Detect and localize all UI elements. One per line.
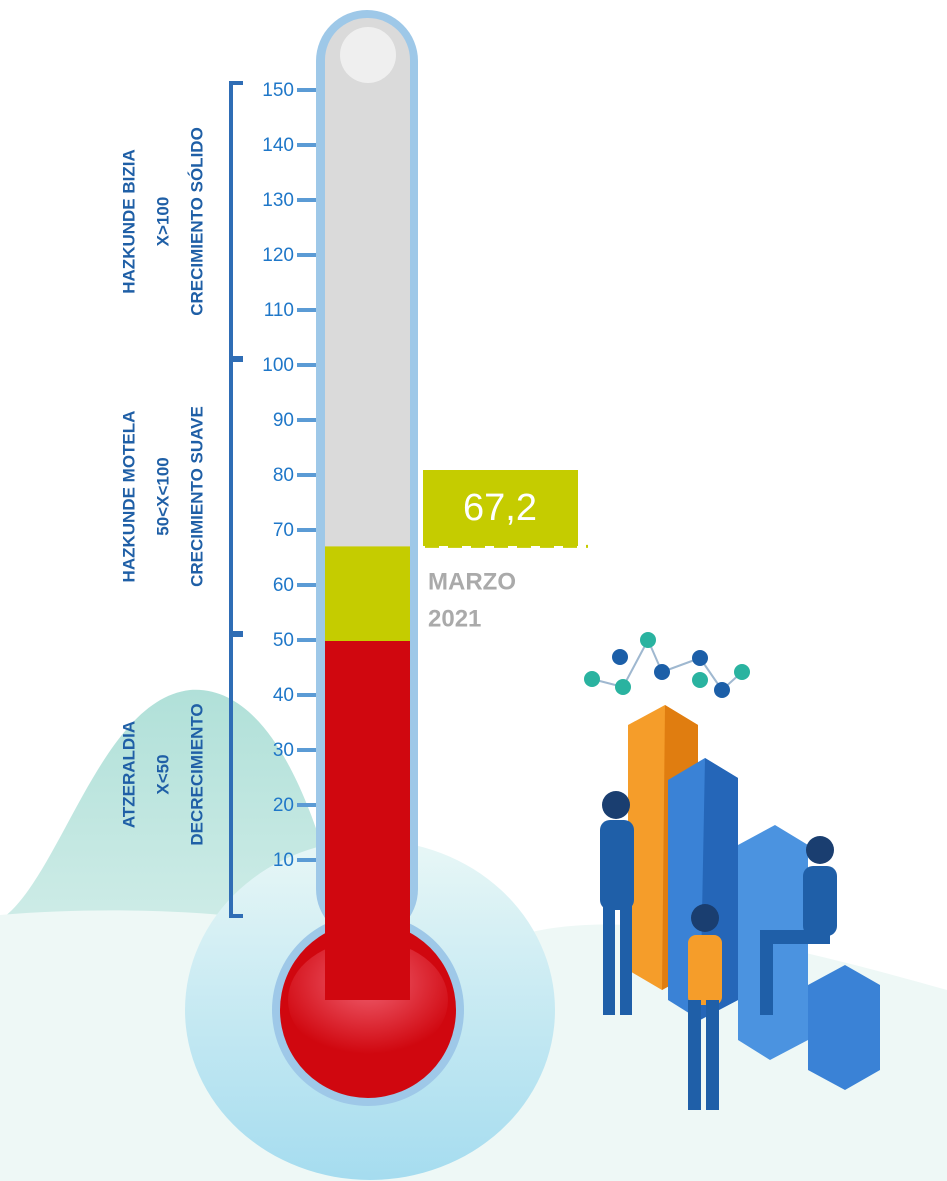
chart: ATZERALDIA X<50 DECRECIMIENTO HAZKUNDE MOTE… [0,0,947,1181]
zone-label: HAZKUNDE MOTELA [119,411,138,583]
zone-bracket [231,83,243,360]
y-tick-label: 110 [264,300,294,321]
fills [325,546,410,1000]
zone-label: DECRECIMIENTO [187,703,206,845]
zone-label: ATZERALDIA [119,721,138,828]
y-tick-label: 20 [273,795,294,816]
zone-label: CRECIMIENTO SÓLIDO [187,127,206,316]
y-tick-label: 100 [262,355,294,376]
zone-label: X<50 [153,754,172,794]
y-tick-label: 80 [273,465,294,486]
y-tick-label: 70 [273,520,294,541]
zone-label: 50<X<100 [153,457,172,535]
zone-bracket [231,358,243,635]
fill-bar [325,641,410,1000]
y-tick-label: 130 [262,190,294,211]
y-tick-label: 50 [273,630,294,651]
y-tick-label: 140 [262,135,294,156]
y-tick-label: 40 [273,685,294,706]
y-tick-label: 60 [273,575,294,596]
zone-label: X>100 [153,197,172,247]
zone-label: CRECIMIENTO SUAVE [187,406,206,587]
y-tick-label: 30 [273,740,294,761]
y-tick-label: 120 [262,245,294,266]
y-tick-label: 150 [262,80,294,101]
y-tick-label: 10 [273,850,294,871]
tube-gloss [340,27,396,83]
zone-label: HAZKUNDE BIZIA [119,149,138,294]
value-label: 67,2 [463,487,537,529]
date-label: 2021 [428,605,481,632]
date-label: MARZO [428,568,516,595]
y-tick-label: 90 [273,410,294,431]
fill-bar [325,546,410,641]
